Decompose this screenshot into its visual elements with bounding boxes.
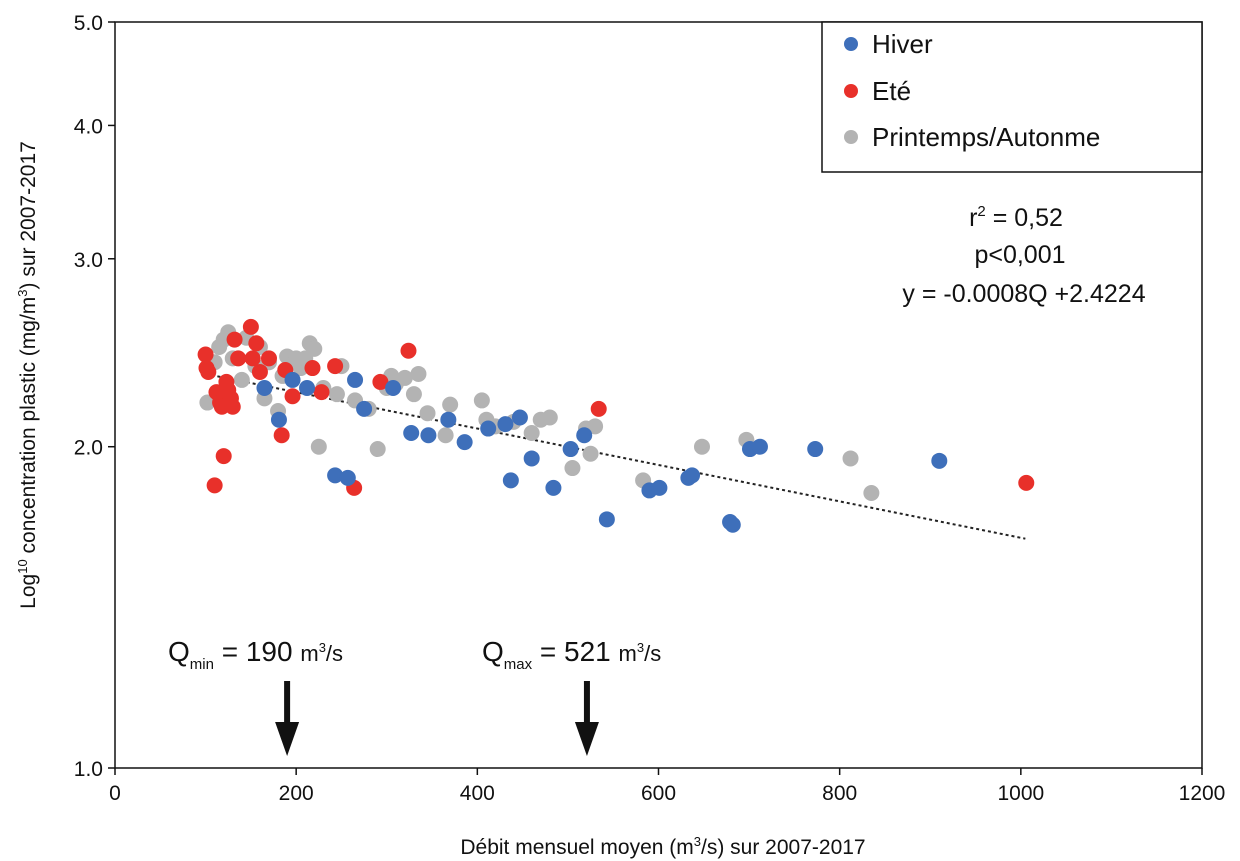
y-tick-label: 2.0 xyxy=(74,437,103,460)
y-tick-label: 5.0 xyxy=(74,12,103,35)
point-printemps-autonme xyxy=(306,341,322,357)
point-printemps-autonme xyxy=(542,410,558,426)
legend: Hiver Eté Printemps/Autonme xyxy=(822,22,1202,172)
y-axis-title: Log10 concentration plastic (mg/m3) sur … xyxy=(15,141,40,609)
point-hiver xyxy=(403,425,419,441)
point-hiver xyxy=(299,380,315,396)
point-et- xyxy=(314,384,330,400)
point-et- xyxy=(591,401,607,417)
legend-marker-ete xyxy=(844,84,858,98)
legend-label-ete: Eté xyxy=(872,76,911,106)
point-hiver xyxy=(420,427,436,443)
point-et- xyxy=(227,332,243,348)
point-hiver xyxy=(285,372,301,388)
legend-label-hiver: Hiver xyxy=(872,29,933,59)
point-hiver xyxy=(545,480,561,496)
point-printemps-autonme xyxy=(234,372,250,388)
point-printemps-autonme xyxy=(420,405,436,421)
point-hiver xyxy=(752,439,768,455)
point-et- xyxy=(207,477,223,493)
point-hiver xyxy=(512,410,528,426)
point-printemps-autonme xyxy=(694,439,710,455)
x-tick-label: 600 xyxy=(641,782,676,805)
regression-equation: y = -0.0008Q +2.4224 xyxy=(902,280,1145,308)
y-tick-label: 4.0 xyxy=(74,115,103,138)
x-tick-label: 200 xyxy=(279,782,314,805)
point-printemps-autonme xyxy=(311,439,327,455)
point-hiver xyxy=(271,412,287,428)
point-hiver xyxy=(480,421,496,437)
point-hiver xyxy=(651,480,667,496)
point-et- xyxy=(245,350,261,366)
point-hiver xyxy=(340,470,356,486)
point-et- xyxy=(216,448,232,464)
point-hiver xyxy=(725,517,741,533)
point-hiver xyxy=(931,453,947,469)
point-printemps-autonme xyxy=(474,392,490,408)
point-et- xyxy=(243,319,259,335)
point-hiver xyxy=(563,441,579,457)
point-hiver xyxy=(440,412,456,428)
y-tick-label: 1.0 xyxy=(74,758,103,781)
point-et- xyxy=(261,350,277,366)
point-hiver xyxy=(599,511,615,527)
x-tick-label: 1000 xyxy=(997,782,1044,805)
legend-label-printemps: Printemps/Autonme xyxy=(872,122,1100,152)
point-hiver xyxy=(457,434,473,450)
legend-marker-hiver xyxy=(844,37,858,51)
point-et- xyxy=(248,335,264,351)
point-et- xyxy=(200,364,216,380)
point-et- xyxy=(225,399,241,415)
point-et- xyxy=(285,388,301,404)
x-tick-label: 1200 xyxy=(1179,782,1226,805)
point-printemps-autonme xyxy=(370,441,386,457)
y-tick-label: 3.0 xyxy=(74,249,103,272)
point-hiver xyxy=(807,441,823,457)
point-printemps-autonme xyxy=(329,386,345,402)
point-et- xyxy=(304,360,320,376)
point-hiver xyxy=(503,472,519,488)
point-et- xyxy=(230,350,246,366)
point-et- xyxy=(400,343,416,359)
x-tick-label: 0 xyxy=(109,782,121,805)
point-hiver xyxy=(497,416,513,432)
point-printemps-autonme xyxy=(863,485,879,501)
point-hiver xyxy=(684,467,700,483)
point-hiver xyxy=(576,427,592,443)
x-tick-label: 400 xyxy=(460,782,495,805)
point-printemps-autonme xyxy=(843,450,859,466)
x-tick-label: 800 xyxy=(822,782,857,805)
point-printemps-autonme xyxy=(583,446,599,462)
point-et- xyxy=(327,358,343,374)
p-value-label: p<0,001 xyxy=(974,241,1065,269)
legend-marker-printemps xyxy=(844,130,858,144)
point-hiver xyxy=(385,380,401,396)
point-printemps-autonme xyxy=(438,427,454,443)
point-hiver xyxy=(356,401,372,417)
point-hiver xyxy=(524,450,540,466)
point-et- xyxy=(1018,475,1034,491)
point-printemps-autonme xyxy=(406,386,422,402)
x-axis-title: Débit mensuel moyen (m3/s) sur 2007-2017 xyxy=(460,834,865,859)
point-printemps-autonme xyxy=(442,397,458,413)
point-printemps-autonme xyxy=(410,366,426,382)
point-et- xyxy=(274,427,290,443)
point-hiver xyxy=(256,380,272,396)
point-et- xyxy=(252,364,268,380)
point-printemps-autonme xyxy=(524,425,540,441)
point-printemps-autonme xyxy=(564,460,580,476)
point-hiver xyxy=(347,372,363,388)
